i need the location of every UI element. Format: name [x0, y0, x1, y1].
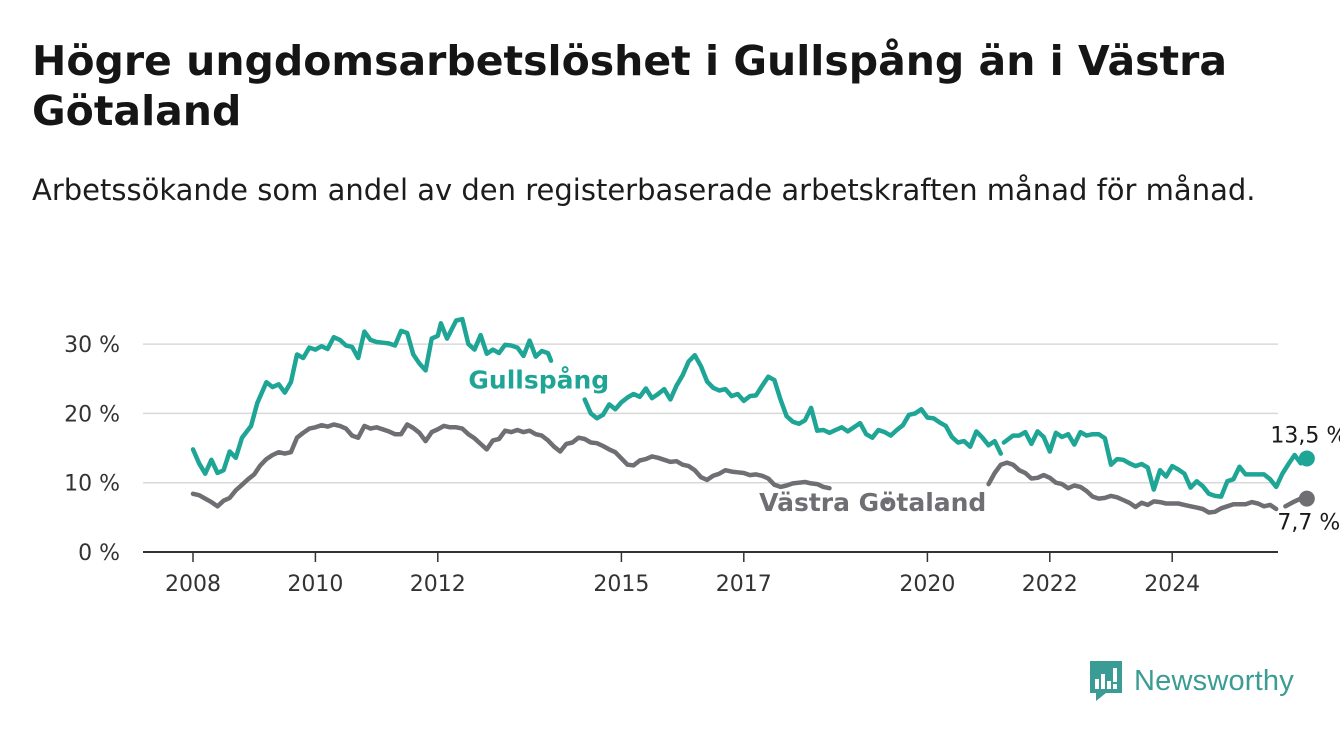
newsworthy-logo-icon — [1090, 661, 1122, 701]
end-point-v-stra-g-taland — [1298, 490, 1315, 507]
series-label-vastra-gotaland: Västra Götaland — [759, 488, 986, 517]
brand-logo: Newsworthy — [1088, 658, 1294, 704]
x-axis: 2008 2010 2012 2015 2017 2020 2022 2024 — [143, 551, 1278, 597]
chart-title: Högre ungdomsarbetslöshet i Gullspång än… — [32, 37, 1228, 135]
y-tick-label: 30 % — [64, 333, 120, 358]
end-value-label-gullspang: 13,5 % — [1270, 423, 1340, 448]
y-tick-label: 10 % — [64, 472, 120, 497]
chart-subtitle: Arbetssökande som andel av den registerb… — [32, 173, 1256, 207]
gridlines — [143, 343, 1278, 484]
end-value-label-vastra-gotaland: 7,7 % — [1277, 511, 1340, 536]
series-lines — [190, 316, 1315, 515]
series-line-v-stra-g-taland-segment — [986, 460, 1279, 515]
x-tick-label: 2010 — [287, 572, 343, 597]
x-tick-label: 2022 — [1022, 572, 1078, 597]
end-point-gullsp-ng — [1298, 450, 1315, 467]
series-label-gullspang: Gullspång — [468, 365, 609, 394]
y-tick-label: 20 % — [64, 402, 120, 427]
series-labels: Gullspång Västra Götaland 13,5 % 7,7 % — [468, 365, 1340, 535]
x-tick-label: 2017 — [716, 572, 772, 597]
x-tick-label: 2008 — [165, 572, 221, 597]
series-line-gullsp-ng-segment — [190, 316, 554, 476]
series-line-gullsp-ng-segment — [1001, 429, 1310, 499]
series-line-gullsp-ng-segment — [582, 352, 1004, 456]
series-line-v-stra-g-taland-segment — [882, 498, 890, 505]
x-tick-label: 2020 — [899, 572, 955, 597]
y-axis: 0 % 10 % 20 % 30 % — [64, 333, 120, 566]
series-line-v-stra-g-taland-segment — [190, 422, 832, 509]
x-tick-label: 2015 — [593, 572, 649, 597]
x-tick-label: 2012 — [410, 572, 466, 597]
x-tick-label: 2024 — [1144, 572, 1200, 597]
brand-name: Newsworthy — [1134, 664, 1294, 697]
y-tick-label: 0 % — [78, 541, 120, 566]
